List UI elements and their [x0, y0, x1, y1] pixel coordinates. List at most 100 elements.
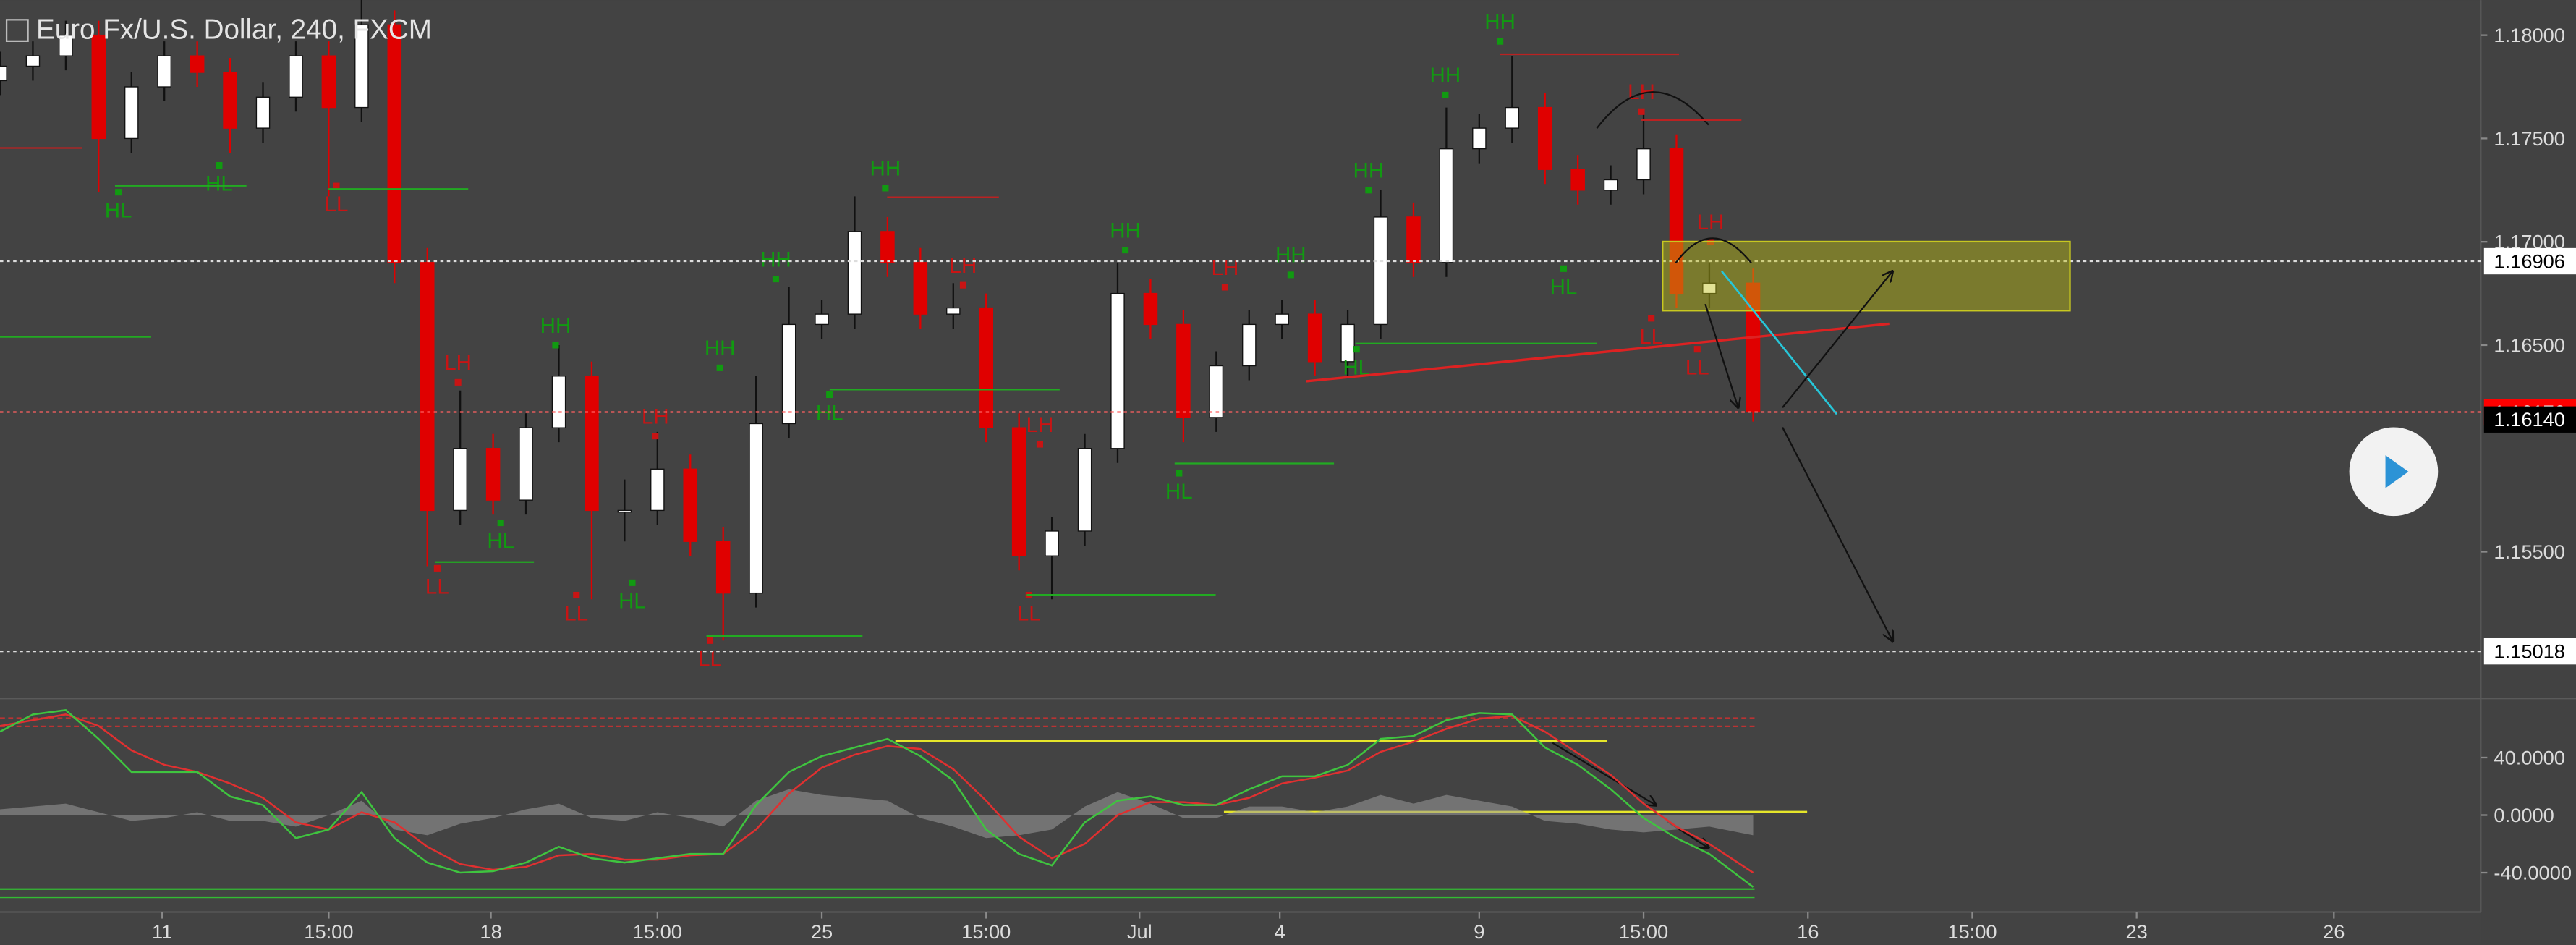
candle-body	[255, 96, 271, 129]
candle-body	[617, 509, 632, 513]
play-button[interactable]	[2349, 427, 2439, 517]
candle-body	[979, 307, 993, 428]
candle-body	[715, 541, 731, 594]
candle-body	[749, 423, 763, 594]
pivot-label: HH	[1484, 10, 1516, 34]
pivot-label: LL	[425, 575, 449, 598]
pivot-marker	[1693, 346, 1701, 353]
candle-body	[354, 24, 369, 109]
candle-body	[913, 262, 928, 315]
pivot-marker	[706, 637, 714, 644]
candle-body	[585, 376, 599, 512]
candle-body	[781, 323, 796, 425]
oscillator-pane	[0, 709, 1754, 888]
pivot-marker	[1638, 108, 1645, 115]
candle-body	[1439, 148, 1454, 263]
pivot-label: HL	[619, 589, 646, 613]
pivot-label: HH	[760, 247, 791, 271]
arc	[1675, 237, 1752, 264]
play-icon[interactable]	[2385, 455, 2409, 488]
pivot-label: HL	[105, 199, 132, 223]
pivot-label: HL	[1550, 275, 1578, 299]
drawings	[0, 53, 2071, 899]
price-label-box	[2483, 247, 2576, 275]
price-label-box	[2483, 637, 2576, 665]
pivot-marker	[629, 579, 636, 586]
pivot-label: HH	[705, 336, 736, 360]
price-label: 1.16906	[2494, 250, 2565, 272]
candle-body	[1472, 127, 1487, 150]
candle-body	[847, 231, 862, 315]
candle-body	[650, 468, 665, 512]
pivot-marker	[826, 391, 833, 399]
pivot-marker	[333, 182, 340, 190]
x-tick-label: 15:00	[1947, 920, 1997, 943]
oscillator-line	[0, 709, 1754, 888]
candle-body	[25, 55, 41, 67]
candle-body	[387, 24, 402, 263]
candle-body	[1110, 292, 1125, 449]
candle-body	[1176, 323, 1191, 418]
candle-body	[1340, 323, 1355, 363]
candle-body	[1143, 292, 1158, 326]
pivot-marker	[1442, 91, 1449, 98]
candle-body	[551, 376, 566, 428]
candle-body	[683, 468, 698, 542]
trend-line	[1720, 270, 1838, 415]
y-tick-label: 40.0000	[2494, 746, 2565, 768]
axes: 1.155001.165001.170001.175001.180001.169…	[152, 24, 2576, 943]
candle-body	[1537, 106, 1552, 170]
y-tick-label: 0.0000	[2494, 804, 2554, 826]
arc	[1596, 91, 1709, 129]
candle-body	[289, 55, 303, 98]
x-tick-label: 15:00	[1619, 920, 1668, 943]
candle-body	[453, 448, 467, 512]
arrow	[1782, 271, 1892, 409]
candle-body	[485, 448, 501, 501]
pivot-marker	[1560, 265, 1568, 272]
candle-body	[1011, 427, 1026, 556]
pivot-marker	[115, 189, 122, 196]
pivot-marker	[573, 591, 580, 599]
pivot-label: LH	[1026, 413, 1054, 437]
x-tick-label: 16	[1797, 920, 1819, 943]
x-tick-label: 15:00	[304, 920, 353, 943]
pivot-marker	[716, 364, 723, 371]
pivot-label: LL	[325, 192, 349, 216]
candle-body	[0, 65, 7, 82]
pivot-marker	[1176, 470, 1183, 477]
candle-body	[321, 55, 336, 109]
x-tick-label: 9	[1474, 920, 1484, 943]
pivot-label: HL	[487, 530, 514, 554]
pivot-label: LL	[1639, 325, 1663, 349]
pivot-marker	[1122, 247, 1129, 254]
pivot-label: LL	[1017, 602, 1041, 626]
candle-body	[1636, 148, 1651, 181]
pivot-label: LH	[1212, 256, 1239, 280]
pivot-label: LH	[642, 404, 669, 428]
candle-body	[1570, 169, 1585, 191]
pivot-marker	[959, 281, 966, 289]
x-tick-label: 11	[152, 920, 172, 943]
pivot-marker	[882, 185, 889, 192]
candle-body	[946, 307, 961, 315]
pivot-marker	[552, 342, 559, 349]
arrow	[1552, 742, 1656, 805]
x-tick-label: 4	[1275, 920, 1285, 943]
price-label-box	[2483, 406, 2576, 433]
pivot-marker	[1497, 38, 1504, 45]
pivot-label: HL	[205, 172, 233, 196]
candle-body	[880, 231, 895, 263]
candle-body	[1373, 216, 1388, 326]
y-tick-label: 1.17500	[2494, 127, 2565, 150]
oscillator-line	[0, 713, 1754, 874]
pivot-marker	[1353, 346, 1360, 353]
pivot-marker	[1648, 315, 1655, 322]
candle-body	[815, 313, 829, 326]
pivot-label: HH	[1275, 244, 1306, 268]
x-tick-label: 18	[480, 920, 501, 943]
y-tick-label: 1.18000	[2494, 24, 2565, 46]
